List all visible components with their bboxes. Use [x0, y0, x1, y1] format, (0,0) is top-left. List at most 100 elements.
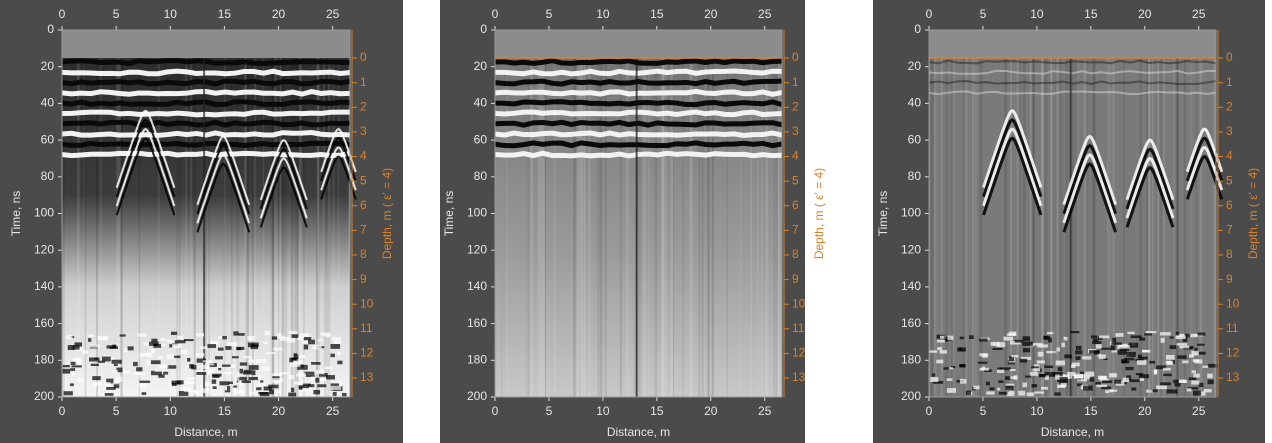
clutter — [73, 357, 81, 360]
clutter — [139, 380, 151, 383]
clutter — [98, 360, 106, 363]
air-band — [495, 30, 782, 59]
clutter — [1005, 385, 1014, 391]
texture — [348, 58, 351, 397]
x-tick-label: 0 — [59, 404, 66, 418]
stripe — [494, 58, 783, 66]
clutter — [1178, 379, 1186, 383]
clutter — [71, 365, 82, 368]
y2-tick-label: 12 — [1226, 346, 1240, 360]
hyperbola — [1062, 134, 1117, 206]
hyperbola — [1062, 153, 1117, 224]
y-tick-label: 140 — [34, 279, 54, 293]
stripe — [61, 130, 351, 138]
clutter — [158, 374, 165, 378]
radargram-image — [494, 30, 783, 397]
clutter — [251, 370, 256, 376]
clutter — [1197, 332, 1206, 336]
clutter — [1036, 360, 1045, 364]
clutter — [248, 365, 259, 370]
clutter — [1135, 373, 1144, 376]
clutter — [1009, 369, 1016, 372]
clutter — [1190, 346, 1194, 349]
clutter — [243, 371, 252, 375]
clutter — [289, 357, 293, 363]
hyperbola — [982, 118, 1043, 198]
texture — [933, 58, 937, 397]
texture — [1122, 58, 1126, 397]
texture — [317, 58, 320, 397]
stripe — [494, 130, 783, 138]
clutter — [202, 360, 212, 363]
y2-tick-label: 5 — [792, 173, 799, 187]
clutter — [103, 354, 110, 358]
texture — [583, 58, 586, 397]
y-tick-label: 60 — [41, 132, 55, 146]
clutter — [299, 333, 310, 338]
stripe — [494, 150, 783, 159]
clutter — [1064, 354, 1072, 359]
y2-tick-label: 10 — [360, 296, 374, 310]
clutter — [1005, 376, 1011, 380]
clutter — [1041, 386, 1048, 390]
clutter — [1173, 379, 1183, 384]
clutter — [1127, 331, 1135, 335]
clutter — [1031, 366, 1039, 369]
plot-frame — [494, 29, 783, 398]
texture — [99, 58, 103, 397]
clutter — [1091, 335, 1098, 339]
clutter — [1100, 347, 1112, 350]
clutter — [992, 347, 1003, 350]
texture — [1023, 58, 1026, 397]
clutter — [243, 369, 252, 373]
clutter — [163, 371, 169, 375]
y-tick-label: 60 — [474, 132, 488, 146]
clutter — [929, 350, 938, 353]
clutter — [986, 391, 995, 395]
clutter — [1125, 366, 1134, 371]
clutter — [217, 347, 224, 351]
clutter — [1111, 342, 1123, 345]
radargram-image — [61, 30, 357, 397]
texture — [120, 58, 123, 397]
x-tick-label-top: 25 — [326, 7, 340, 21]
clutter — [249, 392, 254, 395]
clutter — [1103, 357, 1108, 361]
clutter — [330, 344, 341, 349]
y2-tick-label: 10 — [1226, 296, 1240, 310]
clutter — [89, 357, 100, 362]
clutter — [337, 360, 343, 365]
clutter — [1099, 335, 1110, 339]
texture — [272, 58, 275, 397]
texture — [672, 58, 675, 397]
clutter — [1034, 391, 1045, 394]
clutter — [148, 355, 153, 358]
clutter — [154, 369, 164, 372]
clutter — [1162, 367, 1171, 371]
texture — [526, 58, 528, 397]
x-axis-label: Distance, m — [607, 425, 670, 439]
clutter — [1184, 333, 1191, 338]
texture — [619, 58, 623, 397]
texture — [542, 58, 545, 397]
texture — [757, 58, 759, 397]
clutter — [1089, 350, 1100, 354]
clutter — [288, 392, 297, 397]
texture — [761, 58, 763, 397]
clutter — [1014, 339, 1023, 343]
y2-tick-label: 5 — [1226, 173, 1233, 187]
clutter — [341, 392, 347, 397]
texture — [974, 58, 977, 397]
hyperbola — [196, 144, 251, 215]
hyperbola — [115, 127, 176, 207]
clutter — [201, 364, 210, 370]
texture — [83, 58, 85, 397]
clutter — [1186, 388, 1192, 392]
texture — [620, 58, 622, 397]
clutter — [1032, 368, 1041, 372]
clutter — [1082, 385, 1093, 391]
y2-tick-label: 6 — [360, 198, 367, 212]
clutter — [1179, 345, 1190, 349]
clutter — [308, 384, 315, 388]
clutter — [271, 378, 283, 383]
